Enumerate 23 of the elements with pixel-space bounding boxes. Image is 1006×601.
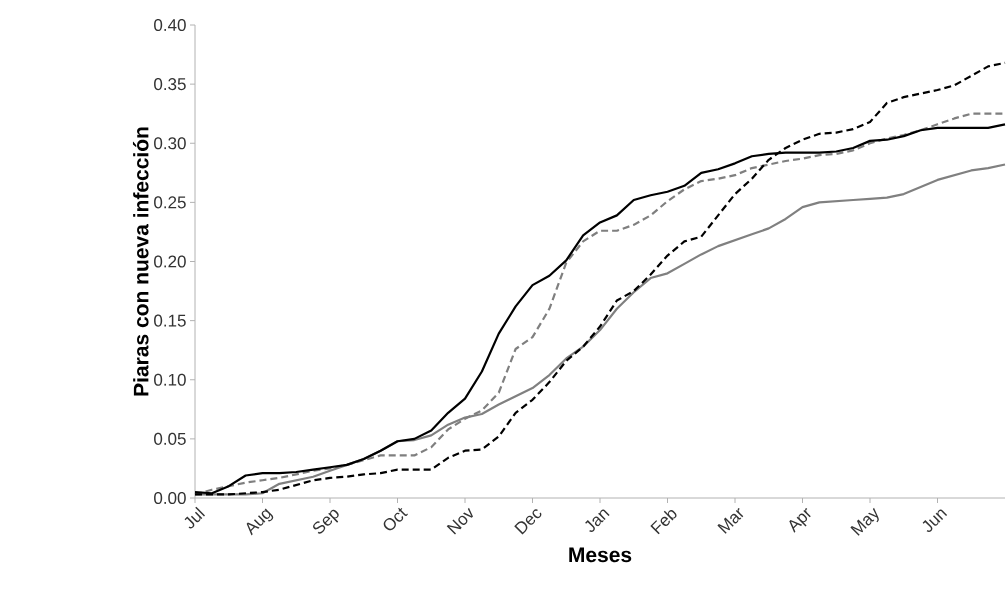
x-tick-label: May xyxy=(850,507,879,536)
x-tick-label: Feb xyxy=(650,509,677,535)
x-tick-label: Dec xyxy=(514,509,542,535)
y-axis-title: Piaras con nueva infección xyxy=(132,127,149,396)
x-tick-label: Jun xyxy=(922,509,948,533)
y-tick-label: 0.25 xyxy=(154,196,186,209)
x-tick-label: Mar xyxy=(717,507,744,534)
x-axis-title: Meses xyxy=(569,547,632,563)
y-tick-label: 0.40 xyxy=(154,18,186,32)
x-tick-label: Oct xyxy=(383,507,408,531)
y-tick-label: 0.00 xyxy=(154,491,186,505)
x-tick-label: Aug xyxy=(246,508,274,536)
x-tick-label: Apr xyxy=(789,507,811,533)
y-tick-label: 0.10 xyxy=(154,373,186,386)
x-tick-label: Jan xyxy=(585,509,610,533)
x-tick-label: Sep xyxy=(313,509,339,534)
y-tick-label: 0.05 xyxy=(154,432,186,445)
y-tick-label: 0.20 xyxy=(154,255,186,268)
x-tick-label: Nov xyxy=(446,507,473,535)
y-tick-label: 0.15 xyxy=(154,314,186,327)
x-tick-label: Jul xyxy=(184,506,206,529)
y-tick-label: 0.35 xyxy=(154,78,186,91)
y-tick-label: 0.30 xyxy=(154,137,186,150)
